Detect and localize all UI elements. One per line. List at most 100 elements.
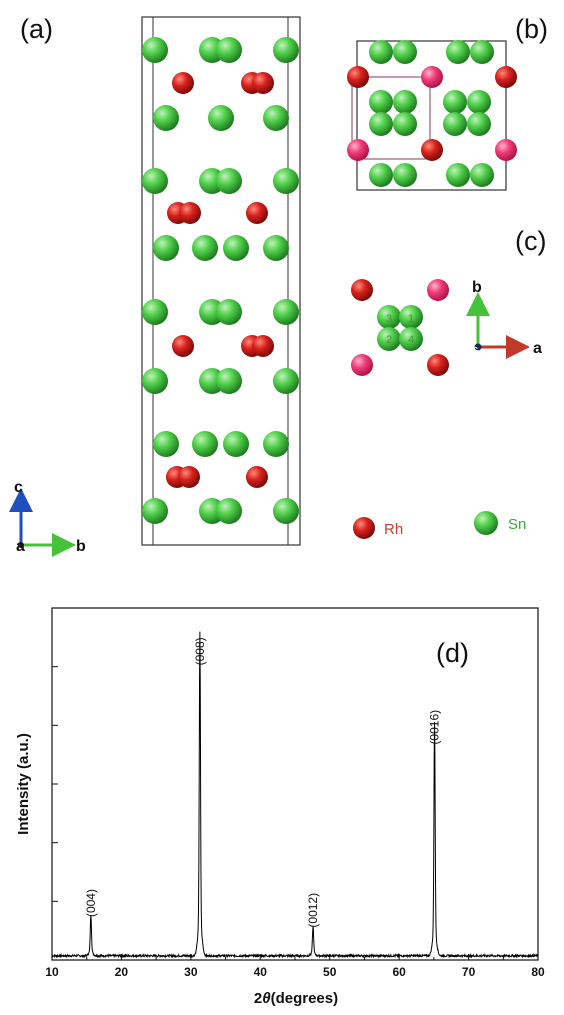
sn-atom	[223, 235, 249, 261]
sn-atom	[446, 163, 470, 187]
axis-b-label-c: b	[472, 279, 482, 296]
rh-atom	[172, 335, 194, 357]
chart-peak-labels: (004) (008) (0012) (0016)	[84, 637, 442, 927]
sn-atom	[142, 299, 168, 325]
rh-atom-light	[351, 354, 373, 376]
legend-rh-marker	[353, 517, 375, 539]
axis-a-origin-label: a	[16, 538, 25, 555]
legend-sn-marker	[474, 511, 498, 535]
sn-atom	[467, 112, 491, 136]
sn-atom	[216, 498, 242, 524]
atom-number-3: 3	[386, 313, 392, 325]
chart-ylabel: Intensity (a.u.)	[15, 733, 32, 835]
axis-c-origin-label: c	[473, 344, 478, 354]
sn-atom	[142, 498, 168, 524]
sn-atom	[369, 90, 393, 114]
crystal-structure-b	[347, 40, 517, 191]
axis-b-label: b	[76, 538, 86, 555]
sn-atom	[142, 168, 168, 194]
x-tick-label: 30	[184, 965, 198, 979]
sn-atom	[263, 105, 289, 131]
sn-atom	[223, 431, 249, 457]
x-tick-label: 40	[254, 965, 268, 979]
sn-atom	[273, 299, 299, 325]
rh-atom	[179, 202, 201, 224]
sn-atom	[153, 105, 179, 131]
axis-a-label-c: a	[533, 340, 542, 357]
xrd-pattern-line	[51, 631, 539, 959]
peak-label: (0016)	[428, 710, 442, 745]
sn-atom	[273, 168, 299, 194]
rh-atom-light	[421, 66, 443, 88]
sn-atom	[273, 368, 299, 394]
sn-atom	[142, 37, 168, 63]
atom-number-2: 2	[386, 334, 392, 346]
sn-atom	[369, 163, 393, 187]
sn-atom	[393, 112, 417, 136]
rh-atom	[351, 279, 373, 301]
chart-xlabel-prefix: 2	[254, 990, 262, 1007]
sn-atom	[399, 327, 423, 351]
rh-atom	[421, 139, 443, 161]
panel-label-b: (b)	[515, 14, 548, 44]
sn-atom	[369, 112, 393, 136]
xrd-chart: (d) 10 20 30 40 50 60 70 80 (004)(008)(0012)(00…	[15, 607, 545, 1007]
atoms-c	[351, 279, 449, 376]
legend-sn-label: Sn	[508, 516, 526, 533]
axes-indicator-a: c a b	[9, 479, 86, 557]
unit-cell-frame-b	[356, 40, 507, 191]
axis-origin-dot-c	[474, 343, 482, 351]
rh-atom	[427, 354, 449, 376]
sn-atom	[263, 235, 289, 261]
chart-xlabel-theta: θ	[262, 990, 271, 1007]
panel-label-d: (d)	[436, 638, 469, 668]
rh-atom	[252, 335, 274, 357]
x-tick-label: 60	[392, 965, 406, 979]
rh-atom	[495, 66, 517, 88]
chart-xlabel: 2θ(degrees)	[254, 990, 338, 1007]
sn-atom	[399, 305, 423, 329]
legend: Rh Sn	[353, 511, 526, 539]
sn-atom	[467, 90, 491, 114]
rh-atom	[246, 202, 268, 224]
sn-atom	[443, 112, 467, 136]
sn-atom	[192, 235, 218, 261]
sn-atom	[153, 235, 179, 261]
x-tick-label: 10	[45, 965, 59, 979]
panel-label-a: (a)	[20, 14, 53, 44]
crystal-structure-a	[141, 16, 301, 546]
sn-atom	[273, 498, 299, 524]
sn-atom	[216, 299, 242, 325]
sn-atom	[192, 431, 218, 457]
sn-atom	[377, 305, 401, 329]
sn-atom	[443, 90, 467, 114]
sn-atom	[216, 368, 242, 394]
rh-atom-light	[495, 139, 517, 161]
x-tick-label: 20	[115, 965, 129, 979]
peak-label: (004)	[84, 889, 98, 917]
atoms-b	[347, 40, 517, 187]
sn-atom	[393, 163, 417, 187]
sn-atom	[216, 168, 242, 194]
sn-atom	[393, 40, 417, 64]
crystal-structure-c: 3 1 2 4	[351, 279, 449, 376]
rh-atom-light	[427, 279, 449, 301]
chart-xlabel-suffix: (degrees)	[271, 990, 339, 1007]
sn-atom	[208, 105, 234, 131]
x-tick-label: 50	[323, 965, 337, 979]
sn-atom	[153, 431, 179, 457]
rh-atom	[178, 466, 200, 488]
axes-indicator-c: b c a	[466, 279, 542, 359]
axis-c-label: c	[14, 479, 23, 496]
rh-atom	[246, 466, 268, 488]
sn-atom	[369, 40, 393, 64]
rh-atom-light	[347, 139, 369, 161]
sn-atom	[470, 40, 494, 64]
panel-label-c: (c)	[515, 226, 546, 256]
unit-cell-inner-b	[351, 76, 431, 160]
peak-label: (0012)	[306, 893, 320, 928]
sn-atom	[393, 90, 417, 114]
unit-cell-frame-a	[141, 16, 301, 546]
rh-atom	[172, 72, 194, 94]
